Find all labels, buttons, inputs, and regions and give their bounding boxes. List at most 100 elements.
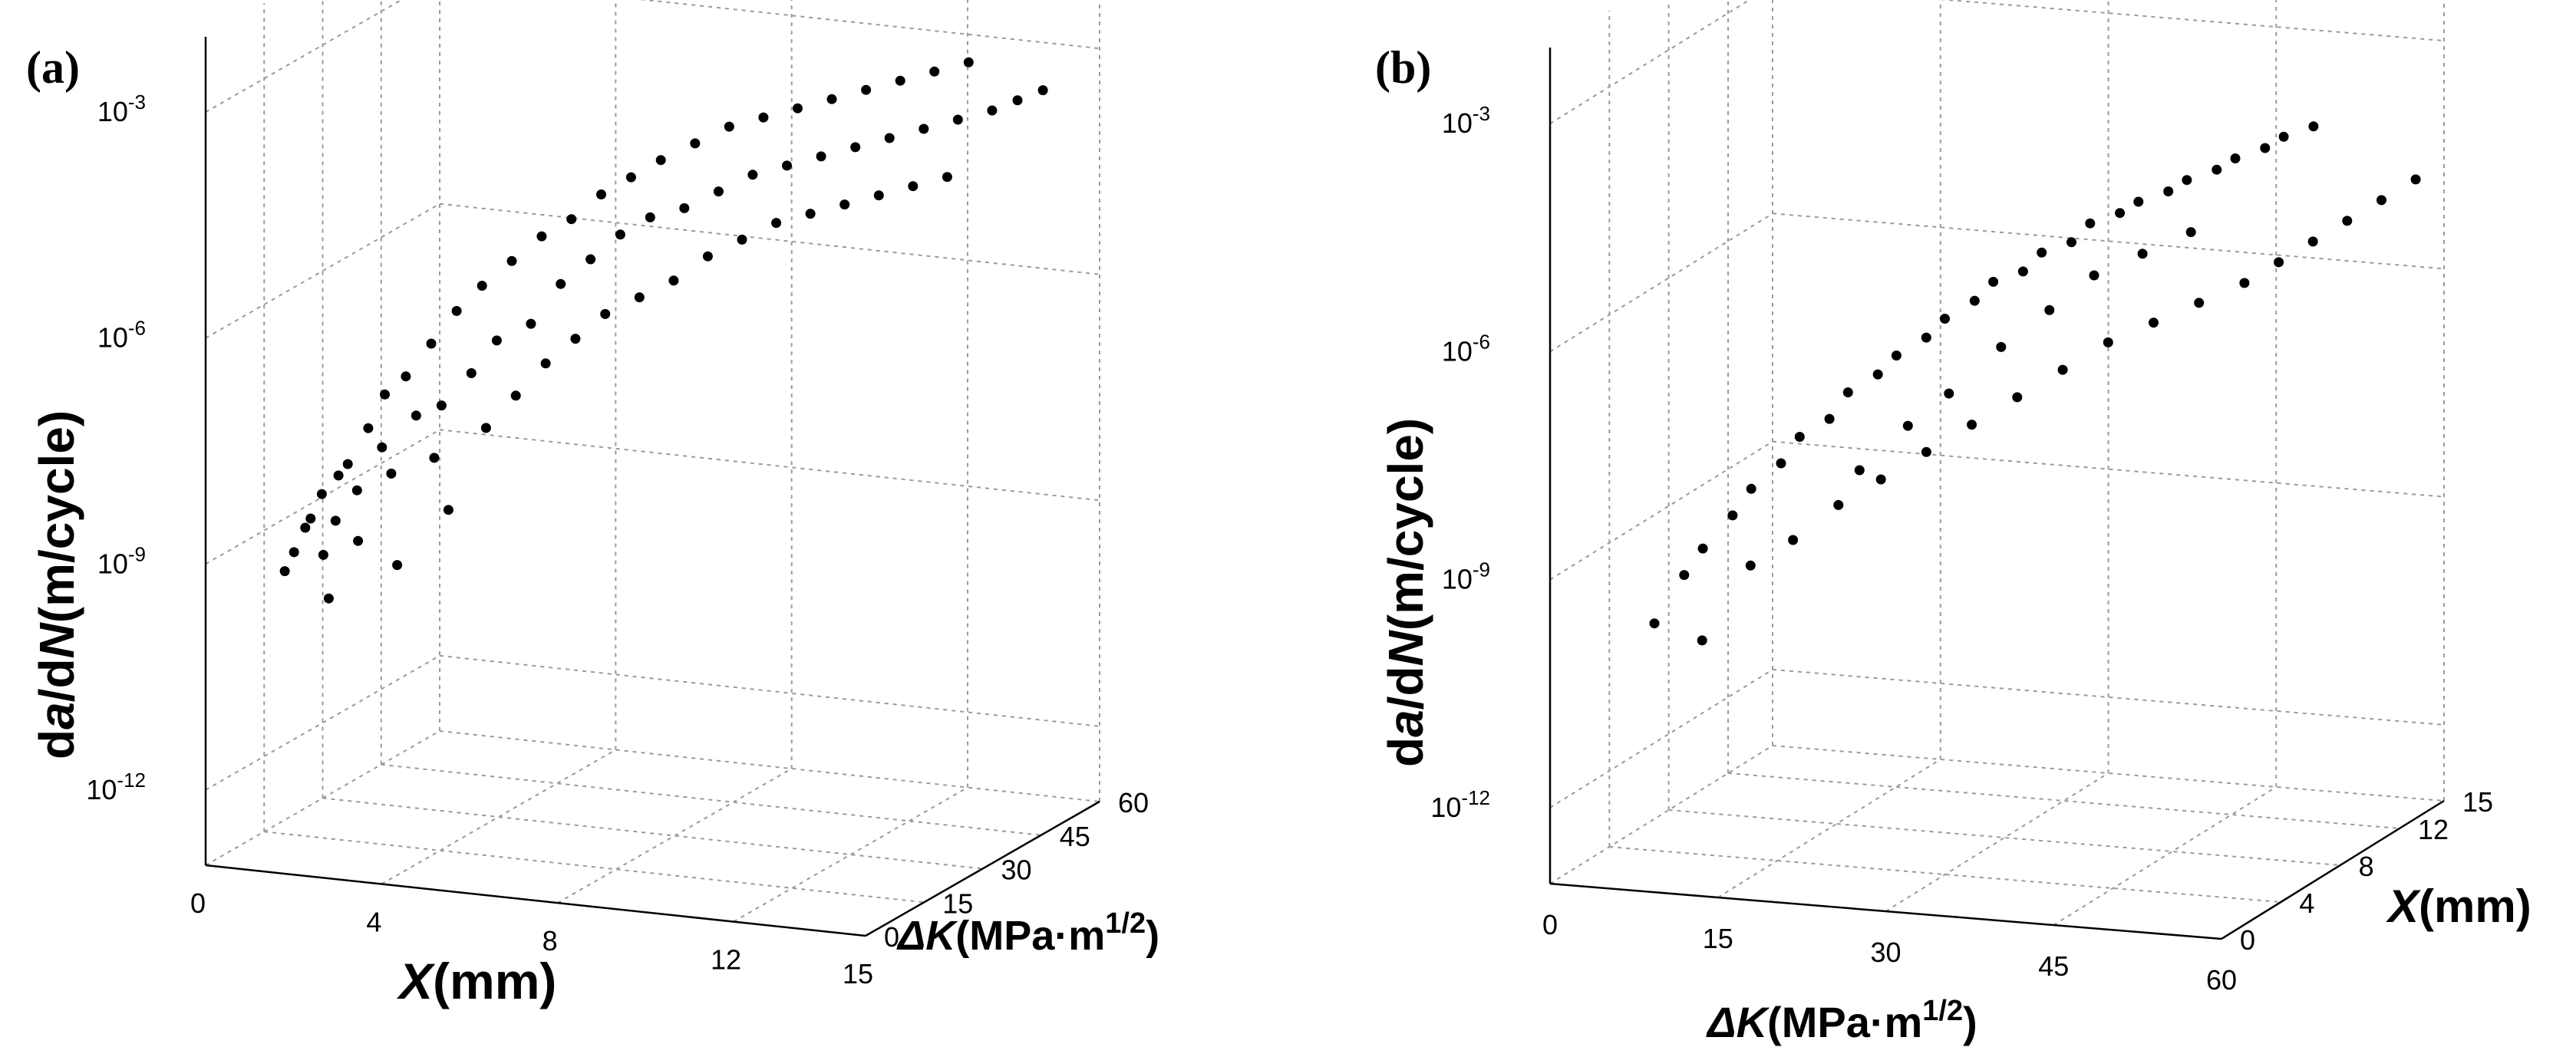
data-point (1788, 535, 1799, 545)
data-point (782, 160, 792, 171)
data-point (289, 547, 299, 558)
data-point (443, 505, 454, 515)
panel-a-y-axis-title: ΔK(MPa·m1/2) (896, 907, 1159, 959)
side-wall-grid-line (205, 203, 440, 339)
data-point (839, 199, 850, 210)
data-point (1967, 420, 1977, 430)
side-wall-grid-line (1549, 669, 1773, 808)
data-point (1842, 387, 1853, 397)
data-point (1697, 543, 1708, 554)
data-point (952, 114, 963, 125)
floor-grid-line (1772, 745, 2445, 802)
data-point (690, 138, 701, 149)
data-point (679, 203, 690, 213)
z-tick-label: 10-12 (1430, 786, 1490, 823)
floor-grid-line (1717, 759, 1941, 898)
data-point (2410, 174, 2421, 185)
panel-a-data-points (279, 57, 1048, 604)
floor-grid-line (322, 797, 983, 870)
data-point (625, 172, 636, 183)
data-point (2066, 237, 2076, 248)
data-point (747, 170, 758, 180)
floor-grid-line (205, 730, 440, 866)
data-point (1776, 458, 1786, 469)
panel-a-axes (204, 37, 1100, 937)
data-point (713, 186, 724, 197)
data-point (1746, 483, 1756, 494)
data-point (2260, 143, 2271, 153)
panel-a-y-tick-labels: 0 15 30 45 60 (884, 787, 1149, 953)
data-point (2307, 236, 2318, 247)
floor-grid-line (1727, 772, 2400, 829)
data-point (655, 155, 666, 166)
data-point (1872, 369, 1883, 380)
z-tick-label: 10-3 (1442, 102, 1490, 139)
z-tick-exponent: -9 (128, 542, 146, 565)
data-point (392, 560, 403, 571)
back-wall-grid-line (1772, 440, 2445, 498)
data-point (2137, 249, 2148, 259)
data-point (342, 459, 353, 469)
data-point (758, 112, 769, 123)
panel-a-z-axis-title: da/dN(m/cycle) (29, 410, 84, 759)
z-tick-exponent: -12 (1461, 786, 1490, 809)
data-point (1037, 85, 1048, 96)
data-point (2194, 298, 2205, 308)
data-point (645, 212, 655, 222)
data-point (816, 151, 826, 162)
side-wall-grid-line (205, 0, 403, 114)
data-point (380, 389, 390, 400)
y-tick-label: 4 (2299, 887, 2314, 919)
x-tick-label: 60 (2206, 964, 2237, 996)
data-point (401, 371, 411, 382)
y-tick-label: 0 (884, 921, 899, 953)
data-point (668, 275, 679, 286)
floor-grid-line (1609, 846, 2281, 903)
x-axis-line (205, 864, 866, 937)
data-point (737, 234, 747, 245)
data-point (1679, 570, 1690, 581)
data-point (884, 133, 895, 143)
floor-grid-line (1668, 809, 2340, 866)
data-point (2230, 153, 2241, 163)
panel-b-data-points (1649, 121, 2421, 646)
data-point (2376, 195, 2386, 206)
data-point (895, 75, 905, 86)
z-tick-label: 10-9 (97, 542, 146, 579)
panel-b-y-tick-labels: 0 4 8 12 15 (2240, 786, 2493, 956)
z-tick-label: 10-3 (97, 91, 146, 127)
data-point (466, 368, 477, 378)
data-point (1996, 341, 2007, 352)
data-point (942, 172, 952, 183)
data-point (2115, 208, 2126, 219)
panel-a-x-axis-title: X(mm) (396, 953, 556, 1009)
side-wall-grid-line (205, 429, 440, 565)
y-axis-line (2221, 799, 2445, 940)
data-point (279, 566, 290, 577)
back-wall-grid-line (1772, 212, 2445, 270)
data-point (353, 535, 364, 546)
panel-b-label: (b) (1375, 42, 1431, 93)
data-point (323, 593, 334, 604)
y-tick-label: 45 (1060, 821, 1090, 852)
data-point (1745, 560, 1756, 571)
panel-b-x-axis-title: ΔK(MPa·m1/2) (1706, 995, 1977, 1046)
z-tick-base: 10 (1442, 335, 1473, 367)
panel-b-z-axis-title: da/dN(m/cycle) (1378, 418, 1433, 767)
data-point (363, 423, 374, 433)
x-tick-label: 0 (190, 887, 206, 919)
data-point (526, 318, 536, 329)
data-point (702, 251, 713, 262)
data-point (305, 513, 316, 524)
data-point (2103, 337, 2113, 347)
data-point (2278, 131, 2289, 142)
z-tick-base: 10 (97, 548, 128, 579)
floor-grid-line (1885, 772, 2109, 912)
z-tick-base: 10 (1442, 107, 1473, 139)
y-tick-label: 12 (2418, 814, 2449, 845)
floor-grid-line (439, 730, 1100, 802)
data-point (1824, 413, 1835, 424)
back-wall-grid-line (638, 0, 1100, 50)
panel-a-label: (a) (26, 42, 80, 93)
